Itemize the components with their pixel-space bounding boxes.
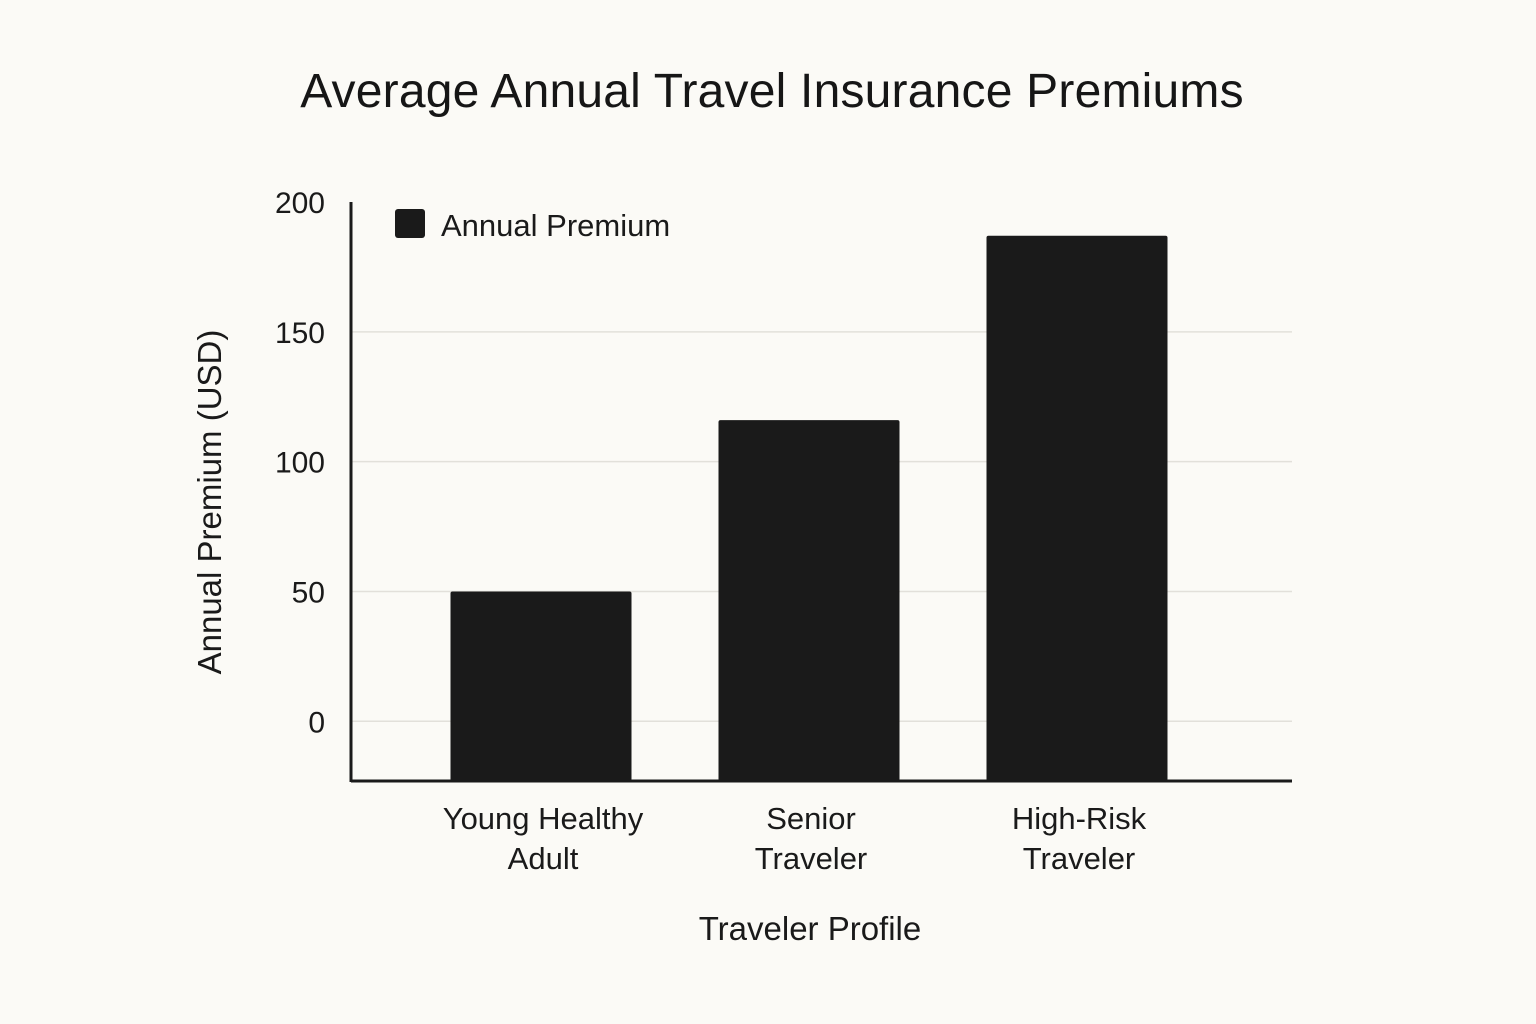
y-tick-label: 100 [275, 447, 325, 480]
chart-title: Average Annual Travel Insurance Premiums [300, 65, 1244, 118]
x-axis-title: Traveler Profile [699, 910, 922, 947]
x-tick-label: Traveler [1023, 841, 1136, 876]
y-tick-label: 150 [275, 317, 325, 350]
x-tick-label: High-Risk [1012, 801, 1147, 836]
x-tick-label: Young Healthy [443, 801, 644, 836]
x-tick-label: Senior [766, 801, 856, 836]
x-tick-label: Adult [508, 841, 579, 876]
legend-swatch [395, 209, 425, 238]
bar [718, 420, 900, 781]
y-tick-label: 50 [292, 576, 325, 609]
x-tick-label: Traveler [755, 841, 868, 876]
bars [450, 235, 1168, 781]
legend: Annual Premium [395, 208, 670, 243]
y-tick-label: 0 [308, 706, 325, 739]
bar [986, 235, 1168, 781]
y-tick-label: 200 [275, 187, 325, 220]
bar [450, 591, 632, 781]
axes [349, 202, 1292, 783]
y-axis-title: Annual Premium (USD) [191, 330, 228, 675]
y-tick-labels: 0 50 100 150 200 [275, 187, 325, 739]
x-tick-labels: Young Healthy Adult Senior Traveler High-Ris… [443, 801, 1147, 876]
legend-label: Annual Premium [441, 208, 670, 243]
